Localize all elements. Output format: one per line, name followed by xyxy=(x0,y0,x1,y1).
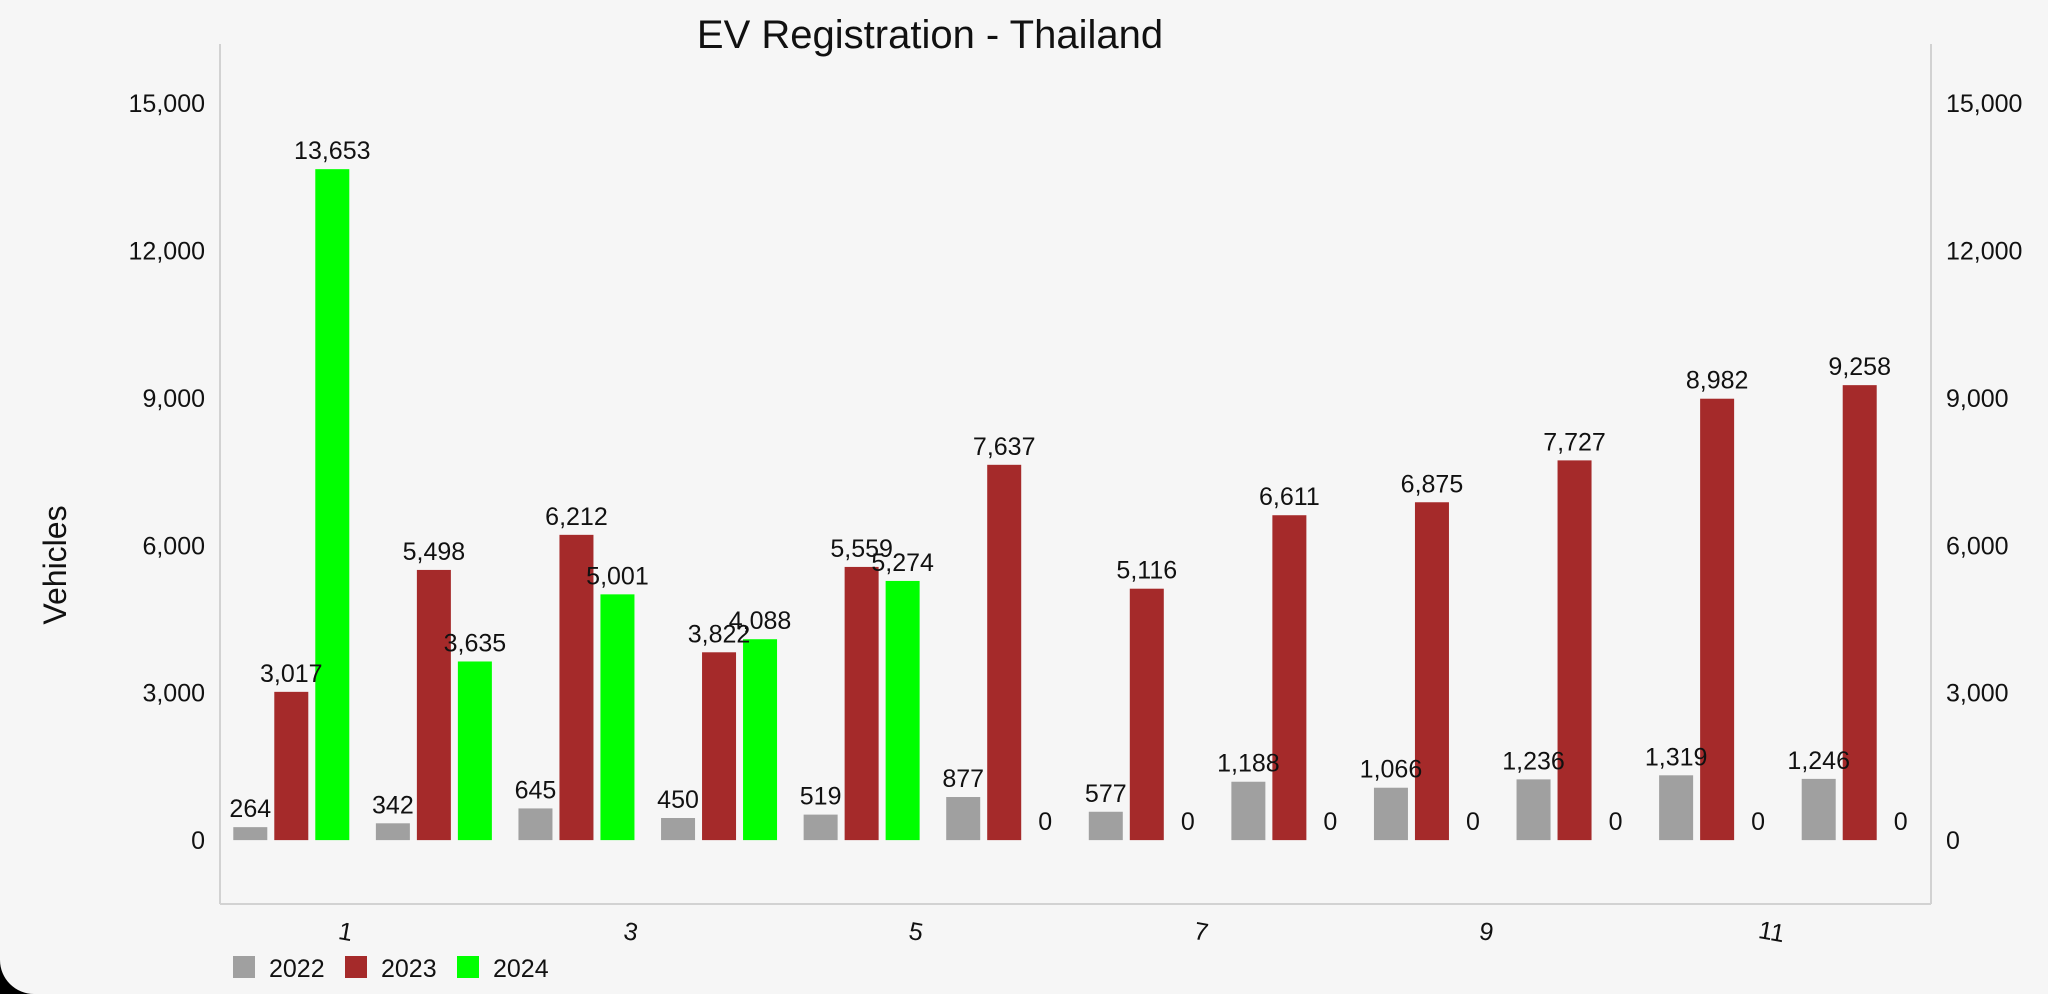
data-label-2023-12: 9,258 xyxy=(1828,353,1891,381)
bar-2023-6 xyxy=(987,464,1022,841)
bar-2024-4 xyxy=(743,639,778,841)
data-label-2023-7: 5,116 xyxy=(1116,557,1177,585)
data-label-2024-9: 0 xyxy=(1466,808,1480,836)
bar-2023-9 xyxy=(1414,502,1449,841)
data-label-2023-5: 5,559 xyxy=(830,535,893,563)
data-label-2022-8: 1,188 xyxy=(1217,750,1280,778)
bar-2023-2 xyxy=(416,569,451,841)
data-label-2023-1: 3,017 xyxy=(260,660,323,688)
legend: 2022 2023 2024 xyxy=(233,955,549,983)
x-tick-9: 9 xyxy=(1477,917,1496,947)
data-label-2022-11: 1,319 xyxy=(1645,743,1708,771)
bar-2023-11 xyxy=(1700,398,1735,841)
bar-2023-4 xyxy=(702,652,737,841)
legend-label-2023: 2023 xyxy=(381,955,437,983)
y-tick-left-3: 9,000 xyxy=(142,385,205,413)
x-tick-11: 11 xyxy=(1756,916,1786,948)
bar-2024-2 xyxy=(457,661,492,841)
data-label-2022-7: 577 xyxy=(1085,780,1127,808)
data-label-2023-11: 8,982 xyxy=(1686,367,1749,395)
data-label-2024-1: 13,653 xyxy=(294,137,370,165)
y-ticks-group: 0 0 3,000 3,000 6,000 6,000 9,000 9,000 12,000 12… xyxy=(129,90,2023,855)
y-tick-left-1: 3,000 xyxy=(142,680,205,708)
y-tick-right-3: 9,000 xyxy=(1946,385,2009,413)
data-label-2022-12: 1,246 xyxy=(1787,747,1850,775)
bar-2024-3 xyxy=(600,594,635,841)
legend-swatch-2022 xyxy=(233,956,255,978)
legend-label-2024: 2024 xyxy=(493,955,549,983)
bar-2022-7 xyxy=(1088,811,1123,841)
data-label-2022-4: 450 xyxy=(657,786,699,814)
bar-2024-5 xyxy=(885,580,920,841)
y-tick-right-4: 12,000 xyxy=(1946,237,2022,265)
data-label-2024-5: 5,274 xyxy=(871,549,934,577)
y-tick-left-0: 0 xyxy=(191,827,205,855)
bar-2022-11 xyxy=(1659,775,1694,841)
bar-2023-1 xyxy=(274,691,309,841)
data-label-2024-4: 4,088 xyxy=(729,607,792,635)
x-tick-5: 5 xyxy=(907,917,926,947)
bar-2023-10 xyxy=(1557,460,1592,841)
y-tick-right-0: 0 xyxy=(1946,827,1960,855)
bar-2022-1 xyxy=(233,827,268,841)
x-ticks-group: 1 3 5 7 9 11 xyxy=(336,916,1786,948)
data-label-2024-11: 0 xyxy=(1751,808,1765,836)
data-label-2023-8: 6,611 xyxy=(1259,483,1320,511)
y-tick-right-5: 15,000 xyxy=(1946,90,2022,118)
bar-2022-9 xyxy=(1373,787,1408,841)
data-label-2024-8: 0 xyxy=(1323,808,1337,836)
chart-title: EV Registration - Thailand xyxy=(697,13,1163,57)
data-label-2024-6: 0 xyxy=(1038,808,1052,836)
data-label-2023-9: 6,875 xyxy=(1401,470,1464,498)
bar-2023-3 xyxy=(559,534,594,841)
data-label-2023-4: 3,822 xyxy=(688,620,751,648)
data-label-2022-3: 645 xyxy=(515,776,557,804)
bar-2023-7 xyxy=(1129,588,1164,841)
bar-2022-4 xyxy=(661,818,696,841)
bar-2023-5 xyxy=(844,566,879,841)
data-label-2022-10: 1,236 xyxy=(1502,747,1565,775)
bars-group xyxy=(233,169,1877,841)
x-tick-1: 1 xyxy=(336,917,355,947)
x-tick-7: 7 xyxy=(1192,917,1211,947)
y-tick-left-2: 6,000 xyxy=(142,532,205,560)
bar-2024-1 xyxy=(315,169,350,841)
data-label-2022-1: 264 xyxy=(229,795,271,823)
data-label-2024-7: 0 xyxy=(1181,808,1195,836)
legend-swatch-2023 xyxy=(345,956,367,978)
y-tick-left-4: 12,000 xyxy=(129,237,205,265)
y-axis-label: Vehicles xyxy=(37,505,73,624)
data-label-2023-6: 7,637 xyxy=(973,433,1036,461)
data-label-2022-6: 877 xyxy=(942,765,984,793)
bar-2022-8 xyxy=(1231,781,1266,841)
data-label-2024-10: 0 xyxy=(1609,808,1623,836)
bar-2022-12 xyxy=(1801,778,1836,841)
y-tick-left-5: 15,000 xyxy=(129,90,205,118)
legend-swatch-2024 xyxy=(457,956,479,978)
data-label-2023-10: 7,727 xyxy=(1543,428,1606,456)
bar-2023-12 xyxy=(1842,385,1877,841)
data-label-2022-2: 342 xyxy=(372,791,414,819)
bar-2022-10 xyxy=(1516,779,1551,841)
data-label-2022-9: 1,066 xyxy=(1360,756,1423,784)
bar-2022-3 xyxy=(518,808,553,841)
bar-2022-5 xyxy=(803,814,838,841)
data-labels-group: 264 342 645 450 519 877 577 1,188 1,066 1,236 1,31… xyxy=(229,137,1907,836)
data-label-2023-2: 5,498 xyxy=(403,538,466,566)
legend-label-2022: 2022 xyxy=(269,955,325,983)
data-label-2023-3: 6,212 xyxy=(545,503,608,531)
data-label-2024-2: 3,635 xyxy=(444,629,507,657)
data-label-2022-5: 519 xyxy=(800,783,842,811)
bar-2022-2 xyxy=(375,823,410,841)
bar-2023-8 xyxy=(1272,515,1307,841)
data-label-2024-12: 0 xyxy=(1894,808,1908,836)
x-tick-3: 3 xyxy=(622,917,641,947)
y-tick-right-1: 3,000 xyxy=(1946,680,2009,708)
data-label-2024-3: 5,001 xyxy=(586,562,649,590)
y-tick-right-2: 6,000 xyxy=(1946,532,2009,560)
bar-2022-6 xyxy=(946,797,981,841)
